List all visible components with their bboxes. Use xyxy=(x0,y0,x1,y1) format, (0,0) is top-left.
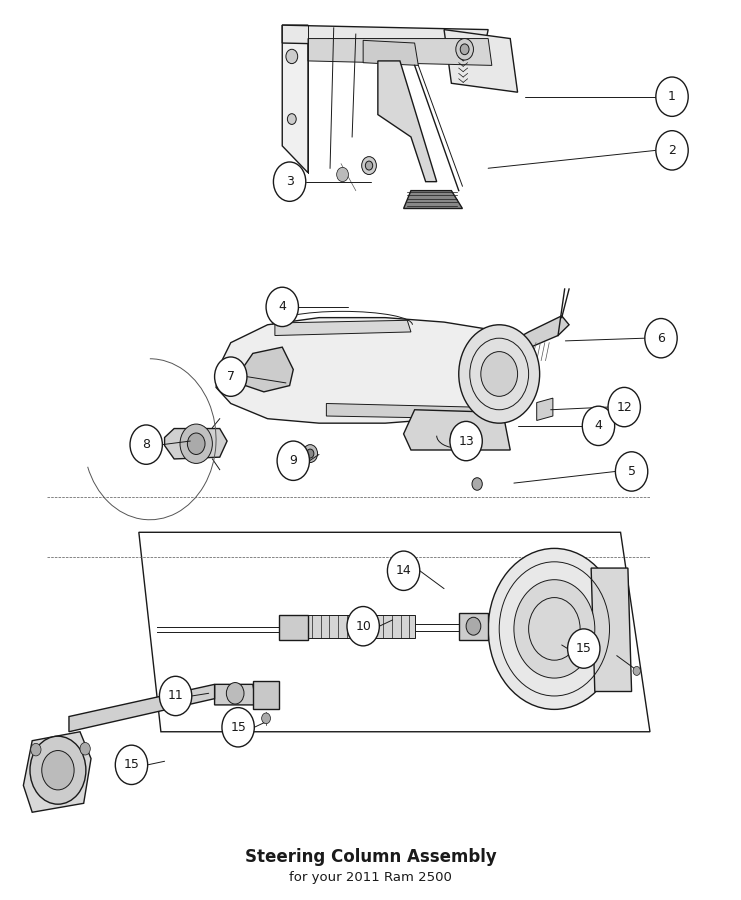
Circle shape xyxy=(80,742,90,755)
Polygon shape xyxy=(69,684,215,732)
Text: 9: 9 xyxy=(289,454,297,467)
Circle shape xyxy=(456,39,473,60)
Circle shape xyxy=(608,387,640,427)
Circle shape xyxy=(41,751,74,790)
Polygon shape xyxy=(326,403,473,418)
Circle shape xyxy=(262,713,270,724)
Circle shape xyxy=(656,77,688,116)
Circle shape xyxy=(365,161,373,170)
Text: Steering Column Assembly: Steering Column Assembly xyxy=(245,848,496,866)
Polygon shape xyxy=(308,616,415,638)
Circle shape xyxy=(215,357,247,396)
Polygon shape xyxy=(404,410,511,450)
Text: 1: 1 xyxy=(668,90,676,104)
Text: 7: 7 xyxy=(227,370,235,383)
Polygon shape xyxy=(216,318,521,423)
Polygon shape xyxy=(215,684,256,705)
Circle shape xyxy=(130,425,162,464)
Circle shape xyxy=(307,449,314,458)
Circle shape xyxy=(568,629,600,668)
Text: 13: 13 xyxy=(458,435,474,447)
Circle shape xyxy=(336,167,348,182)
Circle shape xyxy=(222,707,254,747)
Polygon shape xyxy=(282,25,308,173)
Polygon shape xyxy=(275,320,411,336)
Circle shape xyxy=(303,445,318,463)
Polygon shape xyxy=(165,428,227,459)
Polygon shape xyxy=(282,25,488,48)
Polygon shape xyxy=(279,615,308,640)
Circle shape xyxy=(30,743,41,756)
Circle shape xyxy=(388,551,419,590)
Circle shape xyxy=(159,676,192,716)
Circle shape xyxy=(277,441,310,481)
Circle shape xyxy=(288,113,296,124)
Circle shape xyxy=(459,325,539,423)
Circle shape xyxy=(466,617,481,635)
Circle shape xyxy=(582,406,615,446)
Polygon shape xyxy=(536,398,553,420)
Circle shape xyxy=(460,44,469,55)
Text: 14: 14 xyxy=(396,564,411,577)
Text: for your 2011 Ram 2500: for your 2011 Ram 2500 xyxy=(289,871,452,884)
Circle shape xyxy=(116,745,147,785)
Circle shape xyxy=(266,287,299,327)
Text: 8: 8 xyxy=(142,438,150,451)
Polygon shape xyxy=(591,568,631,691)
Circle shape xyxy=(286,50,298,64)
Polygon shape xyxy=(518,316,569,354)
Polygon shape xyxy=(253,680,279,709)
Circle shape xyxy=(633,667,640,675)
Circle shape xyxy=(226,682,244,704)
Text: 11: 11 xyxy=(167,689,184,703)
Text: 12: 12 xyxy=(617,400,632,414)
Text: 15: 15 xyxy=(230,721,246,734)
Circle shape xyxy=(481,352,518,396)
Text: 3: 3 xyxy=(286,176,293,188)
Circle shape xyxy=(347,607,379,646)
Circle shape xyxy=(180,424,213,464)
Text: 4: 4 xyxy=(594,419,602,432)
Circle shape xyxy=(450,421,482,461)
Text: 5: 5 xyxy=(628,465,636,478)
Text: 2: 2 xyxy=(668,144,676,157)
Polygon shape xyxy=(363,40,419,66)
Polygon shape xyxy=(378,61,436,182)
Circle shape xyxy=(645,319,677,358)
Text: 4: 4 xyxy=(279,301,286,313)
Polygon shape xyxy=(459,613,488,640)
Circle shape xyxy=(656,130,688,170)
Circle shape xyxy=(30,736,86,805)
Polygon shape xyxy=(24,732,91,812)
Polygon shape xyxy=(404,191,462,209)
Circle shape xyxy=(514,580,595,678)
Circle shape xyxy=(488,548,620,709)
Circle shape xyxy=(273,162,306,202)
Polygon shape xyxy=(444,30,518,92)
Text: 6: 6 xyxy=(657,332,665,345)
Polygon shape xyxy=(308,39,492,66)
Circle shape xyxy=(187,433,205,454)
Circle shape xyxy=(616,452,648,491)
Circle shape xyxy=(472,478,482,491)
Text: 15: 15 xyxy=(124,759,139,771)
Text: 10: 10 xyxy=(355,620,371,633)
Text: 15: 15 xyxy=(576,642,592,655)
Circle shape xyxy=(362,157,376,175)
Polygon shape xyxy=(242,347,293,392)
